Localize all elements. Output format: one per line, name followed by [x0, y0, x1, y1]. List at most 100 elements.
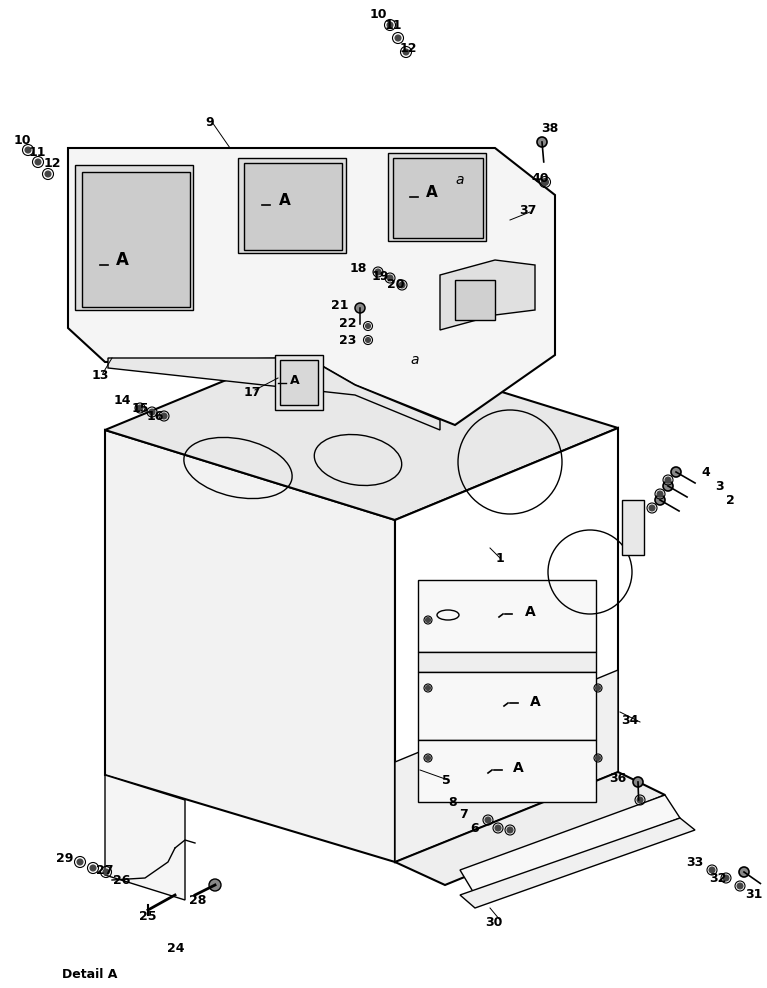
Polygon shape [108, 358, 440, 430]
Text: 29: 29 [56, 852, 74, 864]
Text: A: A [116, 251, 128, 269]
Circle shape [395, 35, 401, 41]
Text: 11: 11 [384, 19, 402, 32]
Text: 20: 20 [387, 278, 405, 290]
Text: A: A [290, 373, 300, 386]
Polygon shape [68, 148, 555, 425]
Text: 23: 23 [339, 334, 357, 347]
Bar [244, 163, 342, 250]
Bar [275, 355, 323, 410]
Circle shape [45, 171, 51, 177]
Circle shape [426, 618, 430, 622]
Text: 7: 7 [459, 808, 469, 821]
Circle shape [495, 825, 501, 831]
Circle shape [655, 495, 665, 505]
Circle shape [507, 827, 513, 833]
Circle shape [537, 137, 547, 147]
Bar [280, 360, 318, 405]
Circle shape [375, 269, 381, 275]
Text: 34: 34 [621, 713, 639, 726]
Circle shape [366, 338, 370, 343]
Circle shape [657, 491, 663, 497]
Circle shape [671, 467, 681, 477]
Bar [418, 740, 596, 802]
Text: 30: 30 [486, 917, 502, 930]
Text: 32: 32 [709, 871, 726, 884]
Circle shape [149, 409, 155, 415]
Bar [455, 280, 495, 320]
Polygon shape [460, 795, 680, 895]
Text: 38: 38 [542, 122, 558, 134]
Text: 15: 15 [131, 401, 149, 415]
Text: 37: 37 [519, 204, 537, 216]
Circle shape [595, 756, 601, 761]
Polygon shape [440, 260, 535, 330]
Text: 10: 10 [13, 133, 31, 146]
Text: 33: 33 [686, 856, 703, 868]
Polygon shape [460, 818, 695, 908]
Circle shape [663, 481, 673, 491]
Circle shape [387, 275, 393, 281]
Text: 27: 27 [96, 864, 114, 876]
Text: 8: 8 [449, 796, 457, 809]
Text: 28: 28 [189, 893, 206, 907]
Circle shape [649, 505, 655, 511]
Polygon shape [105, 338, 618, 520]
Text: 17: 17 [243, 385, 261, 398]
Text: A: A [426, 185, 438, 200]
Circle shape [77, 859, 83, 865]
Circle shape [25, 147, 31, 153]
Circle shape [161, 413, 167, 419]
Circle shape [355, 303, 365, 313]
Text: A: A [525, 605, 535, 619]
Bar [622, 500, 644, 555]
Bar [393, 158, 483, 238]
Circle shape [665, 477, 671, 483]
Text: A: A [512, 761, 523, 775]
Bar [418, 580, 596, 652]
Circle shape [103, 869, 109, 875]
Text: 12: 12 [400, 41, 416, 54]
Text: 12: 12 [43, 156, 61, 170]
Text: 11: 11 [28, 145, 46, 158]
Circle shape [90, 865, 96, 871]
Circle shape [485, 817, 491, 823]
Circle shape [366, 323, 370, 328]
Text: 24: 24 [167, 942, 185, 954]
Text: 26: 26 [114, 873, 130, 886]
Bar [418, 652, 596, 672]
Text: 19: 19 [371, 270, 389, 283]
Polygon shape [395, 670, 618, 862]
Bar [238, 158, 346, 253]
Circle shape [426, 686, 430, 691]
Circle shape [426, 756, 430, 761]
Text: 13: 13 [91, 369, 109, 381]
Text: 18: 18 [349, 262, 367, 275]
Polygon shape [105, 775, 185, 900]
Bar [388, 153, 486, 241]
Circle shape [387, 22, 393, 28]
Text: 40: 40 [532, 172, 548, 185]
Text: a: a [456, 173, 464, 187]
Text: A: A [530, 695, 541, 709]
Text: 25: 25 [140, 910, 156, 923]
Circle shape [633, 777, 643, 787]
Circle shape [35, 159, 41, 165]
Circle shape [403, 49, 409, 55]
Text: 10: 10 [369, 8, 387, 21]
Circle shape [737, 883, 743, 889]
Circle shape [709, 867, 715, 873]
Text: Detail A: Detail A [62, 967, 117, 980]
Text: 3: 3 [716, 479, 724, 492]
Polygon shape [105, 430, 395, 862]
Circle shape [739, 867, 749, 877]
Bar [82, 172, 190, 307]
Circle shape [637, 797, 643, 803]
Circle shape [723, 875, 729, 881]
Text: 14: 14 [114, 393, 130, 406]
Text: 9: 9 [206, 116, 214, 128]
Text: 4: 4 [702, 465, 710, 478]
Text: A: A [279, 193, 291, 207]
Text: 22: 22 [339, 316, 357, 330]
Circle shape [209, 879, 221, 891]
